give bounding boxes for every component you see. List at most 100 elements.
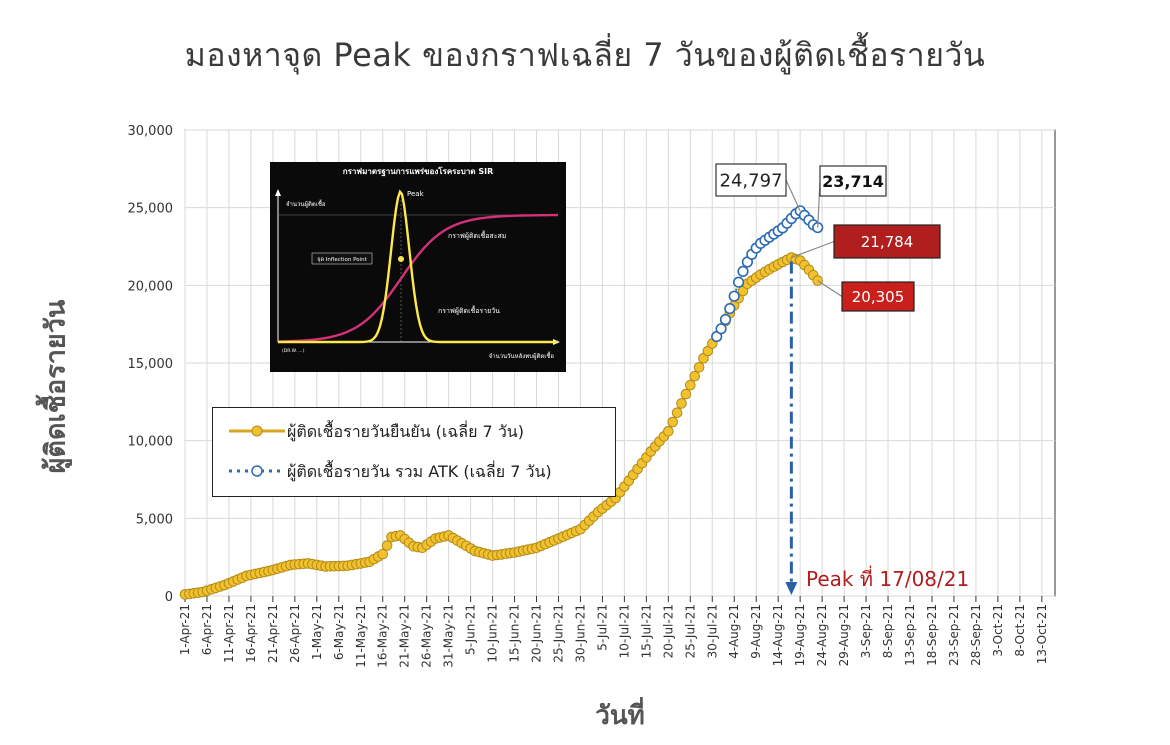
legend-swatch-confirmed [229, 425, 285, 437]
legend-swatch-atk [229, 465, 285, 477]
inset-inflection-box [311, 252, 373, 265]
point-atk [728, 290, 740, 302]
x-tick-label: 3-Oct-21 [991, 604, 1005, 657]
series-points [179, 205, 824, 600]
point-confirmed [689, 370, 701, 382]
callout-leader [817, 280, 843, 298]
x-tick-label: 11-May-21 [354, 604, 368, 668]
x-tick-label: 9-Aug-21 [749, 604, 763, 659]
callout-leader [791, 240, 835, 259]
x-tick-label: 10-Jun-21 [486, 604, 500, 663]
x-tick-label: 3-Sep-21 [859, 604, 873, 658]
peak-arrow-head [785, 582, 798, 595]
x-tick-label: 19-Aug-21 [793, 604, 807, 666]
y-tick-label: 15,000 [128, 357, 174, 372]
point-confirmed [663, 426, 674, 437]
inset-title: กราฟมาตรฐานการแพร่ของโรคระบาด SIR [343, 166, 493, 177]
x-tick-label: 30-Jun-21 [573, 604, 587, 663]
y-axis-label: ผู้ติดเชื้อรายวัน [40, 299, 72, 474]
callout-label: 23,714 [822, 172, 884, 191]
y-tick-label: 25,000 [128, 202, 174, 217]
legend-item-confirmed: ผู้ติดเชื้อรายวันยืนยัน (เฉลี่ย 7 วัน) [213, 418, 613, 448]
x-tick-label: 18-Sep-21 [925, 604, 939, 666]
point-confirmed [676, 398, 687, 409]
legend-label-atk: ผู้ติดเชื้อรายวัน รวม ATK (เฉลี่ย 7 วัน) [287, 462, 552, 481]
x-tick-label: 24-Aug-21 [815, 604, 829, 666]
y-tick-label: 5,000 [136, 512, 173, 527]
x-tick-label: 5-Jul-21 [595, 604, 609, 651]
peak-line [785, 261, 798, 595]
point-confirmed [377, 548, 389, 560]
x-tick-label: 10-Jul-21 [617, 604, 631, 658]
x-tick-label: 14-Aug-21 [771, 604, 785, 666]
callouts: 24,797 23,714 21,784 20,305 [715, 163, 941, 312]
x-tick-label: 15-Jul-21 [639, 604, 653, 658]
legend: ผู้ติดเชื้อรายวันยืนยัน (เฉลี่ย 7 วัน) ผ… [212, 407, 616, 497]
x-axis-label: วันที่ [595, 701, 645, 731]
point-atk [732, 276, 745, 288]
inset-inflection-label: จุด Inflection Point [317, 257, 367, 263]
x-tick-label: 21-May-21 [398, 604, 412, 668]
point-atk [737, 265, 749, 278]
sir-inset-svg: กราฟมาตรฐานการแพร่ของโรคระบาด SIR จำนวนผ… [275, 166, 560, 360]
x-tick-label: 30-Jul-21 [705, 604, 719, 658]
inset-daily-label: กราฟผู้ติดเชื้อรายวัน [438, 304, 500, 315]
callout-label: 24,797 [720, 170, 783, 191]
x-tick-label: 26-Apr-21 [288, 604, 302, 663]
point-confirmed [381, 540, 393, 551]
y-tick-label: 0 [165, 590, 173, 605]
point-atk [724, 303, 736, 315]
x-tick-label: 13-Sep-21 [903, 604, 917, 666]
y-tick-label: 10,000 [128, 435, 174, 450]
sir-inset-image: กราฟมาตรฐานการแพร่ของโรคระบาด SIR จำนวนผ… [270, 162, 566, 372]
x-tick-label: 28-Sep-21 [969, 604, 983, 666]
peak-annotation: Peak ที่ 17/08/21 [806, 567, 970, 591]
x-tick-label: 25-Jul-21 [683, 604, 697, 658]
callout-box [833, 224, 941, 259]
x-tick-label: 8-Oct-21 [1013, 604, 1027, 657]
x-tick-label: 21-Apr-21 [266, 604, 280, 663]
x-tick-label: 8-Sep-21 [881, 604, 895, 658]
inset-peak-label: Peak [407, 190, 425, 198]
point-atk [719, 313, 732, 326]
inset-y-axis-label: จำนวนผู้ติดเชื้อ [286, 198, 326, 208]
y-tick-label: 20,000 [128, 279, 174, 294]
x-tick-label: 20-Jul-21 [661, 604, 675, 658]
x-tick-label: 6-Apr-21 [200, 604, 214, 655]
point-confirmed [667, 416, 679, 428]
x-tick-label: 31-May-21 [442, 604, 456, 668]
callout-leader [785, 179, 801, 212]
x-tick-label: 15-Jun-21 [508, 604, 522, 663]
x-tick-label: 20-Jun-21 [530, 604, 544, 663]
inset-cumulative-label: กราฟผู้ติดเชื้อสะสม [448, 229, 506, 240]
x-tick-label: 26-May-21 [420, 604, 434, 668]
inset-daily-curve [278, 189, 558, 344]
inset-credit: (DR.W. ...) [282, 348, 305, 354]
x-tick-label: 6-May-21 [332, 604, 346, 660]
x-tick-label: 23-Sep-21 [947, 604, 961, 666]
callout-label: 21,784 [861, 233, 914, 251]
x-tick-label: 29-Aug-21 [837, 604, 851, 666]
callout-box [819, 165, 887, 197]
point-confirmed [693, 362, 705, 373]
point-confirmed [671, 407, 683, 419]
x-tick-labels: 1-Apr-21 6-Apr-21 11-Apr-21 16-Apr-21 21-Apr… [178, 604, 1049, 668]
page-title: มองหาจุด Peak ของกราฟเฉลี่ย 7 วันของผู้ต… [184, 36, 986, 74]
x-tick-label: 13-Oct-21 [1035, 604, 1049, 664]
point-atk [715, 323, 727, 335]
x-tick-label: 16-May-21 [376, 604, 390, 668]
x-tick-label: 5-Jun-21 [464, 604, 478, 655]
legend-label-confirmed: ผู้ติดเชื้อรายวันยืนยัน (เฉลี่ย 7 วัน) [287, 422, 524, 441]
inset-x-axis-label: จำนวนวันหลังพบผู้ติดเชื้อ [489, 350, 555, 360]
x-tick-label: 1-May-21 [310, 604, 324, 660]
callout-box [715, 163, 787, 197]
x-tick-label: 4-Aug-21 [727, 604, 741, 659]
x-tick-label: 25-Jun-21 [551, 604, 565, 663]
point-confirmed [812, 275, 824, 286]
point-confirmed [680, 388, 692, 400]
x-tick-label: 11-Apr-21 [222, 604, 236, 663]
legend-item-atk: ผู้ติดเชื้อรายวัน รวม ATK (เฉลี่ย 7 วัน) [213, 458, 613, 488]
inset-cumulative-curve [278, 213, 558, 343]
callout-label: 20,305 [852, 288, 905, 306]
